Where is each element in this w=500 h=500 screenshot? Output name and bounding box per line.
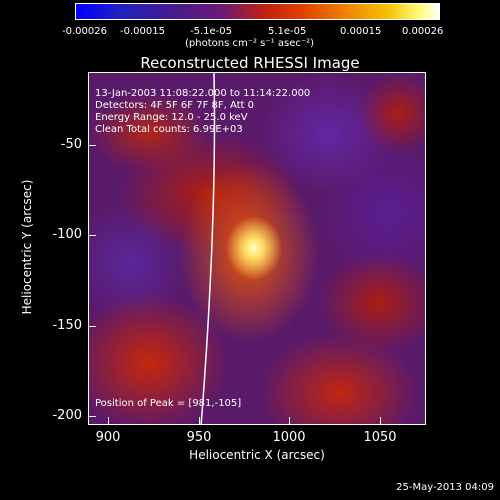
- y-tick: [88, 145, 96, 146]
- x-tick-label: 1050: [363, 430, 397, 445]
- y-tick-label: -200: [52, 408, 82, 423]
- x-tick-label: 1000: [272, 430, 306, 445]
- generation-timestamp: 25-May-2013 04:09: [396, 482, 494, 493]
- x-tick: [199, 417, 200, 425]
- x-axis-label: Heliocentric X (arcsec): [189, 448, 325, 462]
- colorbar-tick: 0.00026: [402, 26, 444, 37]
- plot-title: Reconstructed RHESSI Image: [140, 54, 360, 72]
- x-tick-label: 900: [95, 430, 121, 445]
- detectors-text: Detectors: 4F 5F 6F 7F 8F, Att 0: [95, 100, 255, 111]
- energy-range-text: Energy Range: 12.0 - 25.0 keV: [95, 112, 248, 123]
- y-tick: [88, 235, 96, 236]
- y-tick: [88, 326, 96, 327]
- y-tick: [88, 416, 96, 417]
- clean-counts-text: Clean Total counts: 6.99E+03: [95, 124, 243, 135]
- colorbar-tick: -0.00026: [62, 26, 107, 37]
- colorbar-tick: 0.00015: [340, 26, 382, 37]
- x-tick-label: 950: [186, 430, 212, 445]
- peak-position-text: Position of Peak = [981,-105]: [95, 398, 242, 409]
- colorbar-tick: -0.00015: [120, 26, 165, 37]
- colorbar: [75, 3, 440, 20]
- x-tick: [108, 417, 109, 425]
- y-tick-label: -100: [52, 227, 82, 242]
- solar-limb-line: [200, 73, 216, 424]
- rhessi-image: [88, 72, 426, 425]
- y-tick-label: -50: [60, 137, 82, 152]
- solar-limb: [200, 73, 216, 424]
- y-tick-label: -150: [52, 318, 82, 333]
- colorbar-units: (photons cm⁻² s⁻¹ asec⁻²): [185, 38, 315, 49]
- time-range-text: 13-Jan-2003 11:08:22.000 to 11:14:22.000: [95, 88, 311, 99]
- x-tick: [380, 417, 381, 425]
- colorbar-tick: 5.1e-05: [268, 26, 307, 37]
- x-tick: [289, 417, 290, 425]
- colorbar-tick: -5.1e-05: [190, 26, 232, 37]
- y-axis-label: Heliocentric Y (arcsec): [20, 179, 34, 315]
